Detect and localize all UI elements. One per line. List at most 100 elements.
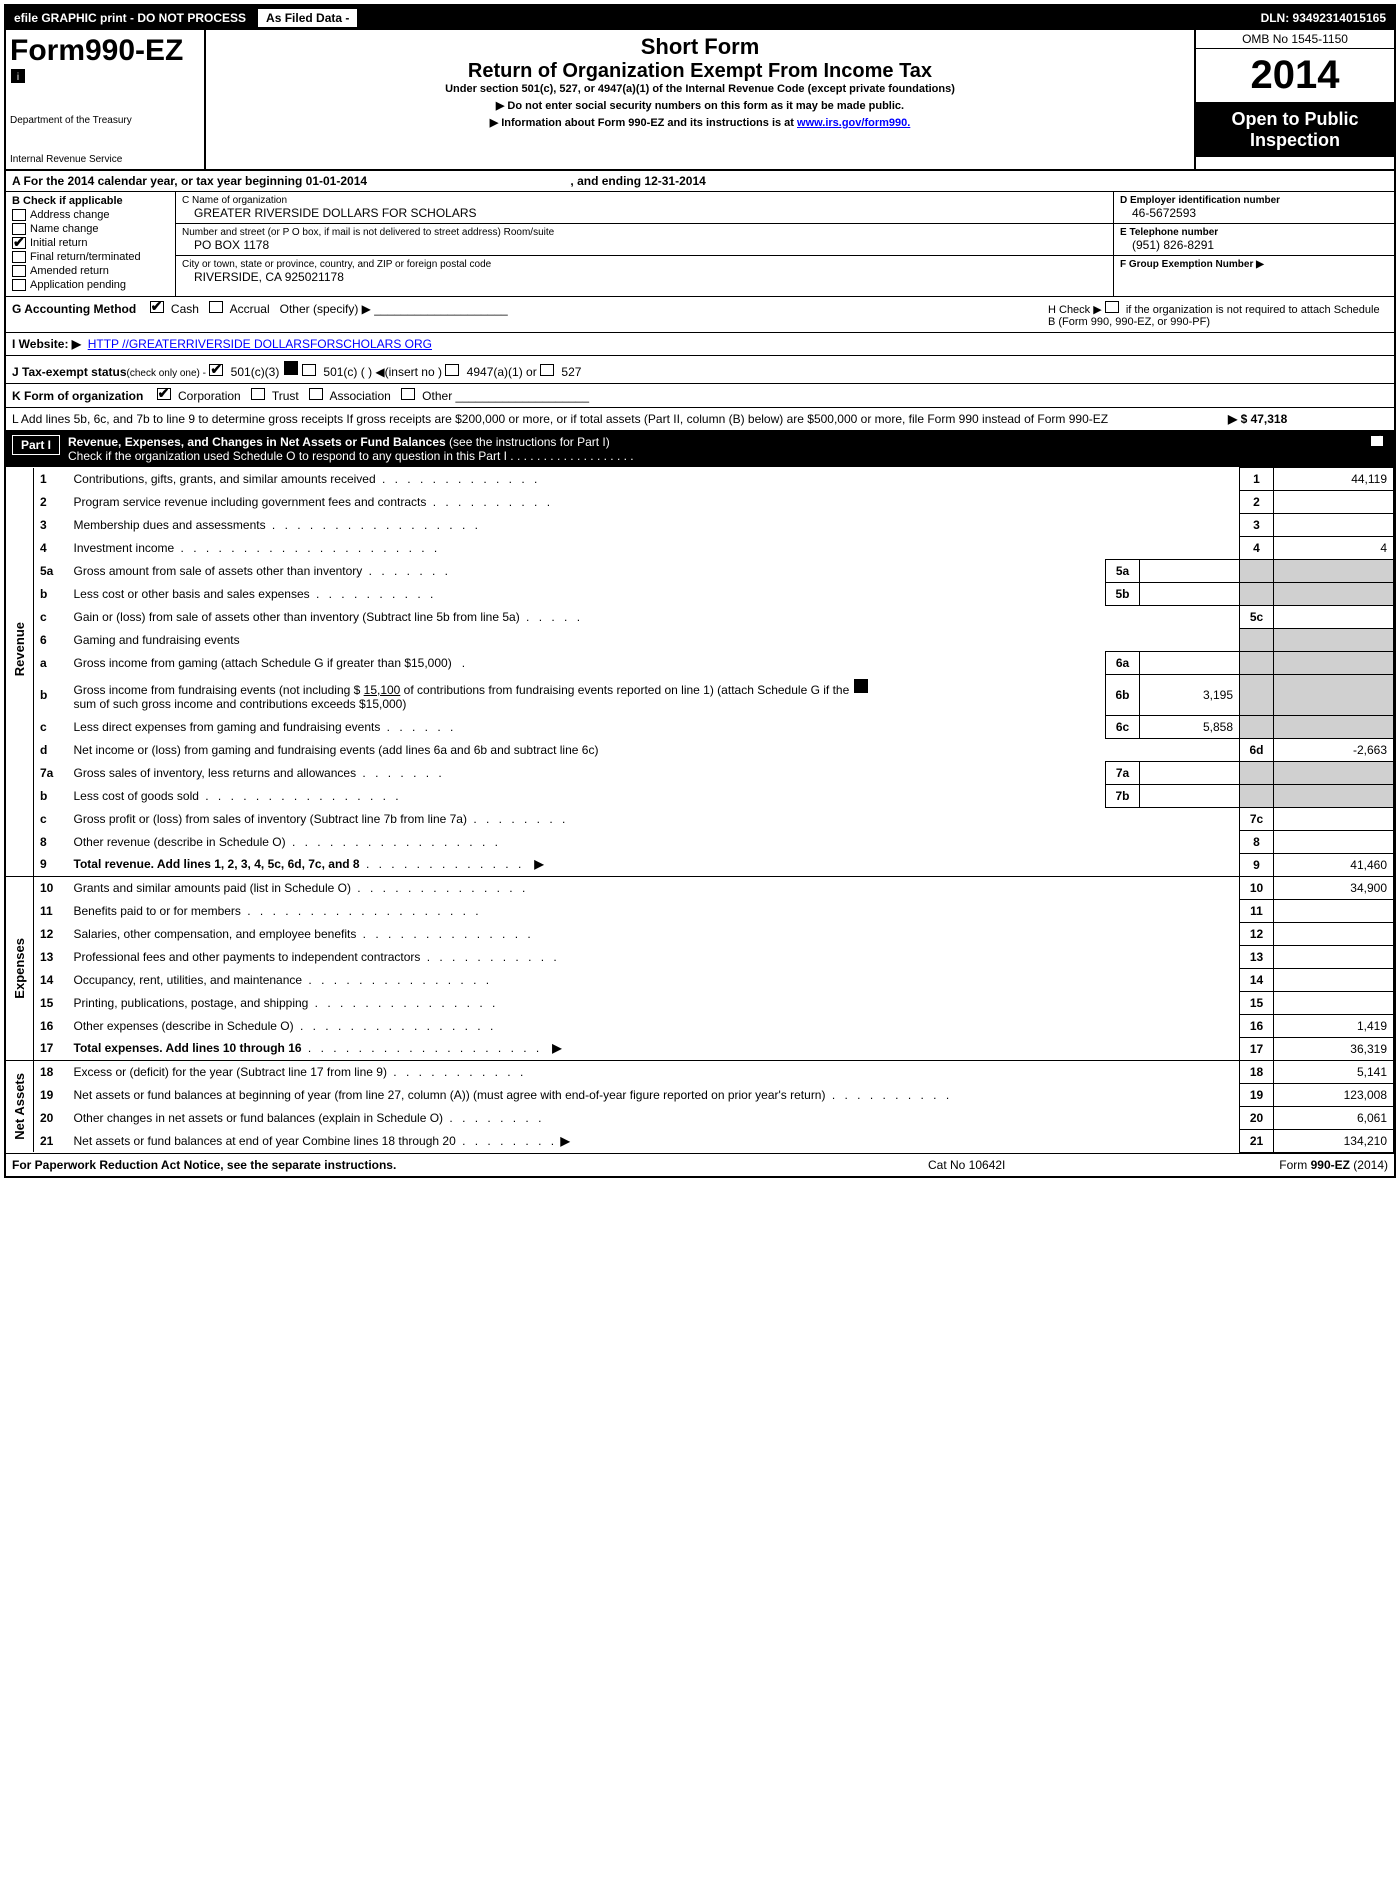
chk-corporation[interactable] bbox=[157, 388, 171, 400]
part-i-check-text: Check if the organization used Schedule … bbox=[68, 449, 634, 463]
val-2 bbox=[1274, 491, 1394, 514]
val-8 bbox=[1274, 830, 1394, 853]
row-13: 13 Professional fees and other payments … bbox=[6, 945, 1394, 968]
section-g: G Accounting Method Cash Accrual Other (… bbox=[12, 301, 1048, 328]
part-i-table: Revenue 1 Contributions, gifts, grants, … bbox=[6, 467, 1394, 1153]
row-5a: 5a Gross amount from sale of assets othe… bbox=[6, 560, 1394, 583]
chk-final-return[interactable]: Final return/terminated bbox=[12, 251, 169, 263]
checkbox-icon bbox=[12, 265, 26, 277]
part-i-title-block: Revenue, Expenses, and Changes in Net As… bbox=[68, 435, 1370, 463]
val-11 bbox=[1274, 899, 1394, 922]
chk-other[interactable] bbox=[401, 388, 415, 400]
row-7b: b Less cost of goods sold . . . . . . . … bbox=[6, 784, 1394, 807]
row-12: 12 Salaries, other compensation, and emp… bbox=[6, 922, 1394, 945]
chk-address-change[interactable]: Address change bbox=[12, 209, 169, 221]
val-5b bbox=[1140, 583, 1240, 606]
section-a: A For the 2014 calendar year, or tax yea… bbox=[6, 171, 1394, 192]
row-20: 20 Other changes in net assets or fund b… bbox=[6, 1106, 1394, 1129]
val-14 bbox=[1274, 968, 1394, 991]
topbar: efile GRAPHIC print - DO NOT PROCESS As … bbox=[6, 6, 1394, 30]
row-6a: a Gross income from gaming (attach Sched… bbox=[6, 651, 1394, 674]
org-city-label: City or town, state or province, country… bbox=[182, 259, 1107, 270]
chk-501c[interactable] bbox=[302, 364, 316, 376]
form-label: Form bbox=[10, 34, 85, 67]
val-7c bbox=[1274, 807, 1394, 830]
dept-treasury: Department of the Treasury bbox=[10, 115, 200, 126]
chk-cash[interactable] bbox=[150, 301, 164, 313]
org-street-label: Number and street (or P O box, if mail i… bbox=[182, 227, 1107, 238]
checkbox-icon bbox=[12, 279, 26, 291]
chk-application-pending[interactable]: Application pending bbox=[12, 279, 169, 291]
section-h: H Check ▶ if the organization is not req… bbox=[1048, 301, 1388, 328]
header-left: Form990-EZ i Department of the Treasury … bbox=[6, 30, 206, 169]
chk-527[interactable] bbox=[540, 364, 554, 376]
section-b: B Check if applicable Address change Nam… bbox=[6, 192, 176, 296]
omb-number: OMB No 1545-1150 bbox=[1196, 30, 1394, 49]
chk-trust[interactable] bbox=[251, 388, 265, 400]
row-3: 3 Membership dues and assessments . . . … bbox=[6, 514, 1394, 537]
chk-accrual[interactable] bbox=[209, 301, 223, 313]
chk-name-change[interactable]: Name change bbox=[12, 223, 169, 235]
info-icon: i bbox=[10, 68, 26, 84]
arrow-icon: ▶ bbox=[534, 857, 543, 871]
group-exemption-label: F Group Exemption Number ▶ bbox=[1120, 259, 1388, 270]
chk-association[interactable] bbox=[309, 388, 323, 400]
row-11: 11 Benefits paid to or for members . . .… bbox=[6, 899, 1394, 922]
chk-4947[interactable] bbox=[445, 364, 459, 376]
header-center: Short Form Return of Organization Exempt… bbox=[206, 30, 1194, 169]
title-return: Return of Organization Exempt From Incom… bbox=[214, 60, 1186, 83]
val-18: 5,141 bbox=[1274, 1060, 1394, 1083]
row-21: 21 Net assets or fund balances at end of… bbox=[6, 1129, 1394, 1152]
checkbox-icon bbox=[12, 237, 26, 249]
website-link[interactable]: HTTP //GREATERRIVERSIDE DOLLARSFORSCHOLA… bbox=[88, 337, 432, 351]
val-13 bbox=[1274, 945, 1394, 968]
val-20: 6,061 bbox=[1274, 1106, 1394, 1129]
chk-initial-return[interactable]: Initial return bbox=[12, 237, 169, 249]
irs-link[interactable]: www.irs.gov/form990. bbox=[797, 117, 910, 129]
row-8: 8 Other revenue (describe in Schedule O)… bbox=[6, 830, 1394, 853]
val-3 bbox=[1274, 514, 1394, 537]
org-city-row: City or town, state or province, country… bbox=[176, 256, 1113, 287]
checkbox-icon bbox=[12, 251, 26, 263]
form-number: 990-EZ bbox=[85, 34, 183, 67]
row-17: 17 Total expenses. Add lines 10 through … bbox=[6, 1037, 1394, 1060]
dept-irs: Internal Revenue Service bbox=[10, 154, 200, 165]
val-6b: 3,195 bbox=[1140, 674, 1240, 715]
chk-501c3[interactable] bbox=[209, 364, 223, 376]
part-i-label: Part I bbox=[12, 435, 60, 455]
section-j: J Tax-exempt status(check only one) - 50… bbox=[6, 356, 1394, 384]
org-city-value: RIVERSIDE, CA 925021178 bbox=[182, 270, 1107, 284]
row-6c: c Less direct expenses from gaming and f… bbox=[6, 715, 1394, 738]
block-bcdef: B Check if applicable Address change Nam… bbox=[6, 192, 1394, 297]
open-inspection: Open to Public Inspection bbox=[1196, 103, 1394, 157]
val-19: 123,008 bbox=[1274, 1083, 1394, 1106]
section-c: C Name of organization GREATER RIVERSIDE… bbox=[176, 192, 1114, 296]
arrow-icon: ▶ bbox=[560, 1134, 569, 1148]
ein-label: D Employer identification number bbox=[1120, 195, 1388, 206]
org-name-value: GREATER RIVERSIDE DOLLARS FOR SCHOLARS bbox=[182, 206, 1107, 220]
section-i: I Website: ▶ HTTP //GREATERRIVERSIDE DOL… bbox=[6, 333, 1394, 356]
footer-catno: Cat No 10642I bbox=[928, 1158, 1188, 1172]
subtitle: Under section 501(c), 527, or 4947(a)(1)… bbox=[214, 83, 1186, 95]
val-1: 44,119 bbox=[1274, 468, 1394, 491]
val-4: 4 bbox=[1274, 537, 1394, 560]
phone-row: E Telephone number (951) 826-8291 bbox=[1114, 224, 1394, 256]
part-i-title: Revenue, Expenses, and Changes in Net As… bbox=[68, 435, 446, 449]
row-16: 16 Other expenses (describe in Schedule … bbox=[6, 1014, 1394, 1037]
row-6b: b Gross income from fundraising events (… bbox=[6, 674, 1394, 715]
row-15: 15 Printing, publications, postage, and … bbox=[6, 991, 1394, 1014]
chk-amended-return[interactable]: Amended return bbox=[12, 265, 169, 277]
side-expenses: Expenses bbox=[12, 938, 27, 999]
chk-schedule-o[interactable] bbox=[1370, 435, 1384, 447]
row-7a: 7a Gross sales of inventory, less return… bbox=[6, 761, 1394, 784]
chk-schedule-b[interactable] bbox=[1105, 301, 1119, 313]
row-6d: d Net income or (loss) from gaming and f… bbox=[6, 738, 1394, 761]
svg-text:i: i bbox=[17, 72, 19, 83]
row-14: 14 Occupancy, rent, utilities, and maint… bbox=[6, 968, 1394, 991]
val-6d: -2,663 bbox=[1274, 738, 1394, 761]
row-6: 6 Gaming and fundraising events bbox=[6, 629, 1394, 652]
val-16: 1,419 bbox=[1274, 1014, 1394, 1037]
ein-row: D Employer identification number 46-5672… bbox=[1114, 192, 1394, 224]
row-10: Expenses 10 Grants and similar amounts p… bbox=[6, 876, 1394, 899]
org-street-value: PO BOX 1178 bbox=[182, 238, 1107, 252]
